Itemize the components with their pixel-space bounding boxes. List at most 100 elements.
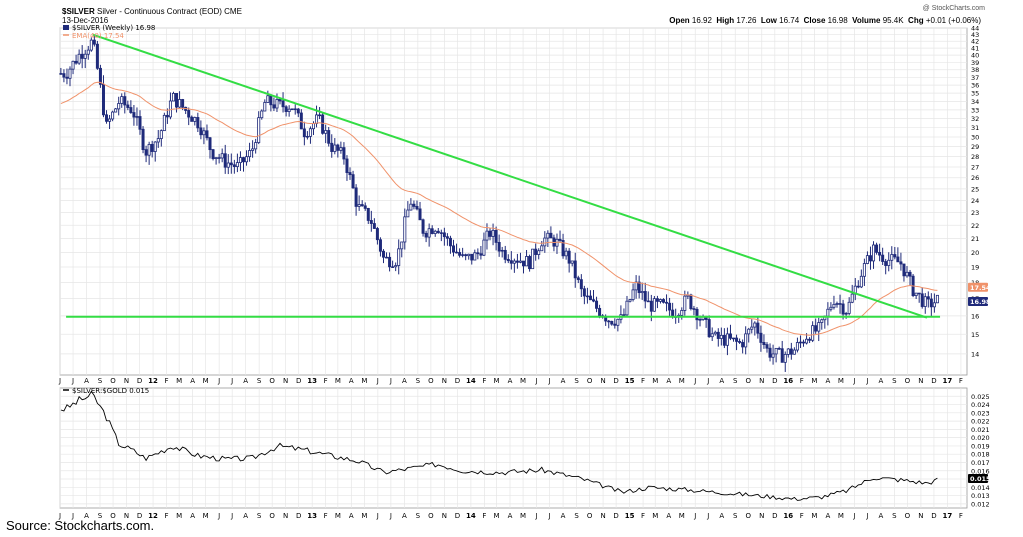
candle <box>890 254 894 261</box>
x-tick-label: A <box>84 377 89 385</box>
candle <box>202 130 206 136</box>
candle <box>503 249 507 260</box>
candle <box>859 275 863 288</box>
x-tick-label: O <box>746 377 752 385</box>
x-tick-label: F <box>165 377 169 385</box>
candle <box>665 301 669 304</box>
symbol-description: Silver - Continuous Contract (EOD) <box>96 7 222 16</box>
candle <box>333 144 337 152</box>
open-value: 16.92 <box>691 16 712 25</box>
candle <box>147 144 151 156</box>
candle <box>74 60 78 64</box>
x-tick-label: J <box>706 377 709 385</box>
candle <box>905 271 909 277</box>
x-tick-label: M <box>203 377 209 385</box>
x-tick-label: N <box>600 512 605 520</box>
candle <box>832 303 836 308</box>
candle <box>302 128 306 138</box>
y-tick-label: 39 <box>971 59 979 67</box>
candle <box>588 295 592 301</box>
candle <box>488 230 492 237</box>
x-tick-label: J <box>376 512 379 520</box>
candle <box>881 254 885 262</box>
candle <box>744 333 748 348</box>
x-tick-label: O <box>269 377 275 385</box>
candle <box>436 230 440 234</box>
x-tick-label: A <box>561 512 566 520</box>
candle <box>573 260 577 279</box>
candle <box>805 338 809 344</box>
y-tick-label: 0.012 <box>971 500 990 508</box>
x-tick-label: F <box>482 512 486 520</box>
candle <box>354 187 358 207</box>
x-tick-label: O <box>587 512 593 520</box>
candle <box>89 39 93 51</box>
x-tick-label: S <box>574 512 579 520</box>
candle <box>135 116 139 118</box>
y-tick-label: 43 <box>971 31 979 39</box>
candle <box>71 60 75 70</box>
candle <box>451 245 455 253</box>
x-tick-label: J <box>58 512 61 520</box>
x-tick-label: O <box>905 377 911 385</box>
x-tick-label: F <box>324 512 328 520</box>
candle <box>366 207 370 221</box>
candle <box>470 253 474 261</box>
y-tick-label: 38 <box>971 66 979 74</box>
y-tick-label: 0.016 <box>971 467 990 475</box>
candle <box>275 99 279 109</box>
x-tick-label: A <box>879 377 884 385</box>
x-tick-label: M <box>335 377 341 385</box>
candle <box>479 253 483 256</box>
x-tick-label: F <box>641 377 645 385</box>
quote-bar: Open 16.92 High 17.26 Low 16.74 Close 16… <box>669 16 981 25</box>
candle <box>908 271 912 277</box>
candle <box>811 325 815 341</box>
x-tick-label: J <box>217 512 220 520</box>
candle <box>339 147 343 151</box>
y-tick-label: 16 <box>971 312 979 320</box>
candle <box>509 260 513 264</box>
candle <box>193 117 197 122</box>
x-tick-label: A <box>561 377 566 385</box>
x-tick-label: J <box>865 512 868 520</box>
x-tick-label: M <box>520 377 526 385</box>
x-tick-label: O <box>428 512 434 520</box>
x-tick-label: M <box>361 377 367 385</box>
ema-line <box>60 81 938 336</box>
candle <box>534 248 538 255</box>
candle <box>658 299 662 302</box>
candle <box>296 108 300 114</box>
x-tick-label: O <box>110 512 116 520</box>
y-tick-label: 0.023 <box>971 409 990 417</box>
chart-date: 13-Dec-2016 <box>62 16 109 25</box>
candle <box>716 331 720 339</box>
x-tick-label: J <box>548 512 551 520</box>
candle <box>896 256 900 263</box>
candle <box>576 277 580 281</box>
candle <box>878 251 882 256</box>
candle <box>65 76 69 79</box>
candle <box>872 244 876 262</box>
x-tick-label: J <box>389 512 392 520</box>
candle <box>817 322 821 332</box>
candle <box>515 260 519 263</box>
x-tick-label: S <box>892 512 897 520</box>
candle <box>634 281 638 291</box>
x-tick-label: N <box>283 377 288 385</box>
x-tick-label: M <box>838 377 844 385</box>
x-tick-label: D <box>772 377 777 385</box>
candle <box>175 93 179 108</box>
candle <box>290 108 294 111</box>
candle <box>245 156 249 163</box>
x-tick-label: D <box>931 377 936 385</box>
candle <box>375 228 379 241</box>
x-tick-label: 15 <box>625 377 635 385</box>
y-tick-label: 44 <box>971 25 979 33</box>
candle <box>77 53 81 64</box>
x-tick-label: S <box>733 377 738 385</box>
x-tick-label: J <box>217 377 220 385</box>
y-tick-label: 25 <box>971 185 979 193</box>
candle <box>324 130 328 134</box>
ratio-panel <box>59 387 968 509</box>
